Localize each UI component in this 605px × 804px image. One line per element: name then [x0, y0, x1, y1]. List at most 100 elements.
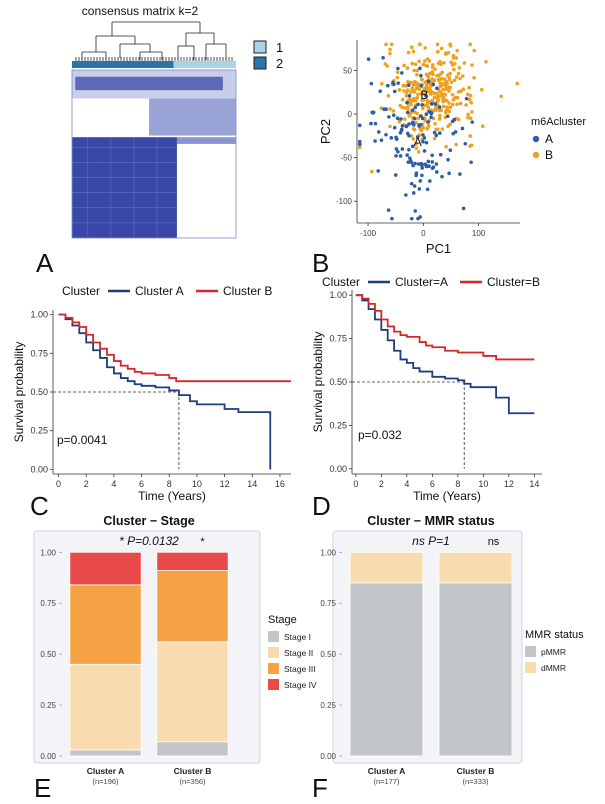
b-point-A — [369, 121, 373, 126]
km-pvalue: p=0.0041 — [57, 433, 108, 447]
heatmap-block-cluster-1 — [72, 137, 177, 238]
b-point-A — [398, 130, 403, 135]
b-point-B — [438, 84, 443, 89]
b-point-A — [389, 136, 394, 140]
b-point-B — [416, 92, 420, 97]
km-x-tick-label: 4 — [111, 479, 116, 489]
b-point-B — [435, 42, 440, 47]
bar-legend-swatch-1 — [525, 662, 536, 673]
cluster-bar-segment-1 — [173, 61, 236, 68]
b-points — [357, 42, 520, 221]
bar-y-tick-label: 0.25 — [320, 701, 336, 710]
b-point-B — [454, 142, 458, 147]
b-point-B — [403, 117, 407, 121]
b-point-A — [413, 161, 417, 166]
b-point-B — [472, 76, 476, 80]
km-x-tick-label: 8 — [455, 479, 460, 489]
b-point-B — [409, 45, 414, 49]
b-point-B — [466, 112, 471, 117]
b-point-B — [388, 47, 392, 52]
km-x-tick-label: 8 — [167, 479, 172, 489]
b-point-A — [448, 148, 453, 153]
b-point-B — [456, 71, 461, 76]
b-point-A — [407, 133, 411, 138]
b-point-B — [447, 89, 451, 93]
bar-legend-label-2: Stage III — [284, 664, 316, 674]
b-point-B — [430, 69, 435, 74]
bar-title: Cluster − MMR status — [367, 514, 495, 528]
bar-title: Cluster − Stage — [103, 514, 194, 528]
b-point-A — [420, 173, 424, 178]
b-point-B — [425, 100, 430, 105]
b-point-B — [407, 114, 411, 118]
b-point-B — [468, 42, 472, 47]
b-point-A — [400, 71, 404, 75]
bar-legend-label-3: Stage IV — [284, 680, 317, 690]
bar-annotation: * P=0.0132 — [119, 534, 179, 548]
km-y-axis-label: Survival probability — [12, 342, 26, 443]
b-point-A — [398, 154, 403, 158]
b-point-B — [414, 120, 418, 125]
b-point-A — [418, 66, 422, 71]
b-point-B — [450, 92, 455, 97]
b-point-A — [421, 139, 425, 144]
b-point-A — [458, 172, 462, 176]
b-x-tick-label: -100 — [360, 229, 377, 238]
b-point-B — [448, 105, 453, 109]
panel-a-cluster-bar — [72, 61, 236, 68]
km-x-tick-label: 12 — [504, 479, 514, 489]
b-point-A — [414, 171, 419, 175]
b-point-B — [419, 91, 423, 96]
b-point-B — [515, 81, 520, 86]
b-point-B — [426, 124, 431, 128]
km-y-tick-label: 0.50 — [329, 377, 347, 387]
b-point-B — [499, 94, 504, 99]
b-point-B — [426, 74, 430, 79]
bar-y-tick-label: 0.00 — [40, 752, 56, 761]
b-point-A — [406, 83, 411, 87]
b-point-B — [379, 106, 384, 110]
b-point-A — [410, 144, 415, 149]
km-x-tick-label: 4 — [404, 479, 409, 489]
b-point-A — [438, 131, 442, 135]
b-point-B — [470, 63, 474, 67]
b-point-B — [357, 145, 362, 150]
b-point-A — [400, 123, 405, 128]
km-y-tick-label: 0.25 — [30, 426, 48, 436]
bar-legend-swatch-0 — [525, 646, 536, 657]
b-point-B — [441, 104, 446, 109]
b-point-B — [436, 73, 441, 78]
panel-label-c: C — [30, 491, 49, 521]
b-point-A — [399, 127, 404, 132]
b-point-A — [393, 173, 398, 177]
b-point-B — [415, 68, 420, 73]
b-point-B — [468, 134, 473, 138]
b-point-A — [394, 147, 399, 151]
b-point-A — [396, 66, 400, 71]
b-point-B — [467, 97, 472, 102]
b-point-B — [433, 107, 438, 111]
heatmap-block-cluster-2 — [176, 137, 236, 238]
b-point-B — [404, 94, 409, 98]
b-point-B — [432, 95, 437, 100]
b-point-A — [432, 130, 437, 135]
bar-annotation: ns P=1 — [412, 534, 450, 548]
bar-legend-title: MMR status — [525, 629, 584, 641]
km-curve-0 — [355, 294, 535, 415]
b-point-B — [402, 63, 406, 68]
b-point-B — [434, 127, 439, 132]
panel-f-mmr-bars: Cluster − MMR status ns P=1 0.00 0.25 0.50 0.… — [320, 514, 584, 786]
heatmap-top-block — [75, 76, 223, 91]
panel-a-heatmap-body — [71, 69, 237, 239]
km-x-tick-label: 10 — [478, 479, 488, 489]
b-point-B — [391, 109, 396, 113]
b-point-A — [422, 149, 427, 153]
b-point-A — [419, 161, 424, 166]
km-legend-label-0: Cluster=A — [395, 275, 448, 289]
km-x-tick-label: 2 — [379, 479, 384, 489]
b-point-B — [414, 146, 419, 151]
km-y-tick-label: 0.75 — [30, 348, 48, 358]
b-point-A — [434, 170, 439, 174]
b-point-B — [425, 57, 430, 61]
